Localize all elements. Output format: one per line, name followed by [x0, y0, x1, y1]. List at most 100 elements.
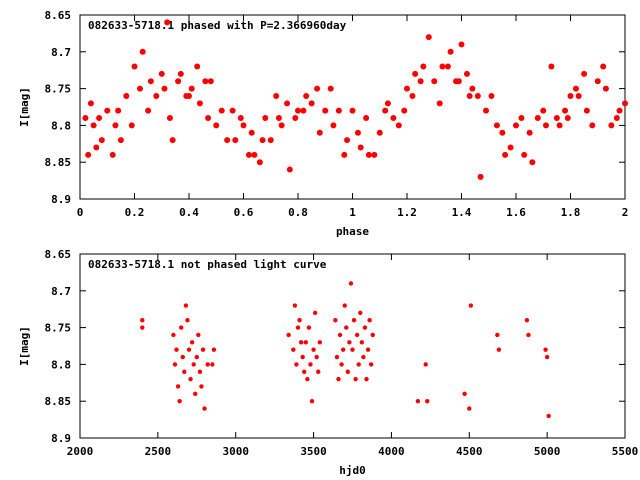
- data-point: [351, 318, 357, 323]
- data-point: [218, 107, 225, 114]
- data-point: [193, 391, 198, 397]
- x-tick-label: 2000: [67, 445, 94, 458]
- data-point: [347, 340, 352, 345]
- data-point: [337, 332, 343, 338]
- x-tick-label: 1.2: [397, 206, 417, 219]
- data-point: [295, 107, 301, 114]
- data-point: [359, 340, 365, 345]
- data-point: [210, 362, 215, 367]
- data-point: [177, 70, 184, 77]
- data-point: [267, 137, 274, 144]
- data-point: [295, 325, 301, 330]
- data-point: [191, 362, 196, 367]
- data-point: [613, 115, 620, 122]
- data-point: [335, 107, 342, 114]
- data-point: [477, 173, 484, 180]
- data-point: [401, 107, 408, 114]
- data-point: [245, 151, 252, 158]
- data-point: [224, 137, 231, 144]
- data-point: [462, 391, 467, 397]
- data-point: [298, 340, 304, 345]
- data-point: [96, 115, 103, 122]
- x-tick-label: 0.8: [288, 206, 308, 219]
- data-point: [327, 85, 334, 92]
- y-tick-label: 8.85: [45, 156, 72, 169]
- data-point: [186, 92, 192, 99]
- data-point: [384, 100, 391, 107]
- data-point: [291, 347, 296, 352]
- data-point: [600, 63, 607, 70]
- data-point: [179, 325, 184, 330]
- data-point: [311, 347, 316, 352]
- data-point: [572, 85, 579, 92]
- y-axis-label: I[mag]: [18, 87, 31, 127]
- data-point: [194, 354, 199, 360]
- data-point: [140, 325, 145, 330]
- data-point: [85, 151, 92, 158]
- data-point: [300, 354, 305, 360]
- data-point: [488, 92, 495, 99]
- data-point: [308, 100, 315, 107]
- data-point: [240, 122, 247, 129]
- data-point: [292, 115, 299, 122]
- y-axis-label: I[mag]: [18, 326, 31, 366]
- data-point: [495, 332, 500, 338]
- data-point: [196, 332, 201, 338]
- data-point: [306, 325, 312, 330]
- data-point: [575, 92, 582, 99]
- data-point: [294, 362, 299, 367]
- x-tick-label: 0.2: [125, 206, 145, 219]
- data-point: [526, 332, 531, 338]
- data-point: [93, 144, 100, 151]
- data-point: [275, 115, 282, 122]
- data-point: [444, 63, 451, 70]
- data-point: [286, 332, 291, 338]
- data-point: [357, 144, 364, 151]
- data-point: [468, 303, 474, 308]
- data-point: [543, 347, 548, 352]
- data-point: [364, 376, 369, 382]
- data-point: [499, 129, 506, 136]
- data-point: [200, 347, 206, 352]
- x-tick-label: 5500: [612, 445, 639, 458]
- data-point: [300, 107, 307, 114]
- data-point: [188, 85, 195, 92]
- data-point: [349, 107, 356, 114]
- data-point: [175, 384, 181, 389]
- data-point: [436, 100, 443, 107]
- data-point: [616, 107, 623, 114]
- data-point: [188, 376, 193, 382]
- data-point: [153, 92, 160, 99]
- data-point: [529, 159, 536, 166]
- data-point: [518, 115, 525, 122]
- data-point: [171, 332, 176, 338]
- data-point: [131, 63, 138, 70]
- y-tick-label: 8.9: [51, 432, 71, 445]
- x-tick-label: 1: [349, 206, 356, 219]
- data-point: [185, 318, 190, 323]
- data-point: [367, 318, 372, 323]
- data-point: [608, 122, 615, 129]
- data-point: [309, 399, 315, 404]
- data-point: [540, 107, 547, 114]
- data-point: [314, 354, 319, 360]
- data-point: [354, 129, 361, 136]
- data-point: [564, 115, 571, 122]
- y-tick-label: 8.75: [45, 322, 72, 335]
- data-point: [556, 122, 563, 129]
- data-point: [98, 137, 105, 144]
- x-axis-label: phase: [336, 225, 369, 238]
- data-point: [161, 85, 168, 92]
- data-point: [147, 78, 154, 85]
- data-point: [353, 376, 358, 382]
- data-point: [183, 303, 189, 308]
- data-point: [370, 332, 375, 338]
- data-point: [376, 129, 383, 136]
- data-point: [256, 159, 263, 166]
- data-point: [483, 107, 490, 114]
- data-point: [297, 318, 302, 323]
- data-point: [544, 354, 550, 360]
- y-tick-label: 8.65: [45, 248, 72, 261]
- x-tick-label: 2500: [145, 445, 172, 458]
- data-point: [194, 63, 201, 70]
